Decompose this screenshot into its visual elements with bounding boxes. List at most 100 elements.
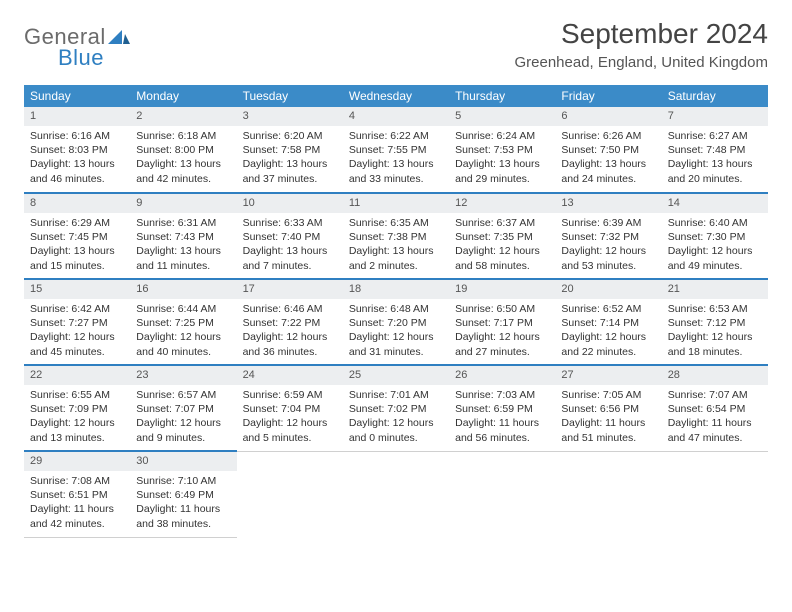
day-number: 25: [343, 366, 449, 385]
day-number: 6: [555, 107, 661, 126]
weekday-header: Thursday: [449, 85, 555, 107]
daylight-line: Daylight: 13 hours and 20 minutes.: [668, 157, 762, 185]
day-number: 24: [237, 366, 343, 385]
sunrise-line: Sunrise: 6:33 AM: [243, 216, 337, 230]
sunset-line: Sunset: 7:48 PM: [668, 143, 762, 157]
logo: General Blue: [24, 24, 130, 77]
day-content: Sunrise: 6:20 AMSunset: 7:58 PMDaylight:…: [237, 126, 343, 190]
day-content: Sunrise: 6:53 AMSunset: 7:12 PMDaylight:…: [662, 299, 768, 363]
sunset-line: Sunset: 7:40 PM: [243, 230, 337, 244]
calendar-day-cell: 10Sunrise: 6:33 AMSunset: 7:40 PMDayligh…: [237, 193, 343, 279]
day-number: 7: [662, 107, 768, 126]
calendar-day-cell: [449, 451, 555, 537]
sunrise-line: Sunrise: 6:57 AM: [136, 388, 230, 402]
daylight-line: Daylight: 13 hours and 2 minutes.: [349, 244, 443, 272]
calendar-day-cell: 7Sunrise: 6:27 AMSunset: 7:48 PMDaylight…: [662, 107, 768, 193]
calendar-day-cell: 1Sunrise: 6:16 AMSunset: 8:03 PMDaylight…: [24, 107, 130, 193]
calendar-day-cell: 30Sunrise: 7:10 AMSunset: 6:49 PMDayligh…: [130, 451, 236, 537]
sunset-line: Sunset: 7:32 PM: [561, 230, 655, 244]
daylight-line: Daylight: 12 hours and 36 minutes.: [243, 330, 337, 358]
day-content: Sunrise: 7:08 AMSunset: 6:51 PMDaylight:…: [24, 471, 130, 535]
day-content: Sunrise: 7:05 AMSunset: 6:56 PMDaylight:…: [555, 385, 661, 449]
sunrise-line: Sunrise: 7:07 AM: [668, 388, 762, 402]
day-content: Sunrise: 6:40 AMSunset: 7:30 PMDaylight:…: [662, 213, 768, 277]
calendar-day-cell: 4Sunrise: 6:22 AMSunset: 7:55 PMDaylight…: [343, 107, 449, 193]
daylight-line: Daylight: 12 hours and 45 minutes.: [30, 330, 124, 358]
day-number: 9: [130, 194, 236, 213]
day-number: 3: [237, 107, 343, 126]
daylight-line: Daylight: 12 hours and 49 minutes.: [668, 244, 762, 272]
sunset-line: Sunset: 7:30 PM: [668, 230, 762, 244]
calendar-day-cell: 14Sunrise: 6:40 AMSunset: 7:30 PMDayligh…: [662, 193, 768, 279]
day-number: 27: [555, 366, 661, 385]
day-number: 21: [662, 280, 768, 299]
sunrise-line: Sunrise: 6:59 AM: [243, 388, 337, 402]
sunrise-line: Sunrise: 6:31 AM: [136, 216, 230, 230]
daylight-line: Daylight: 12 hours and 31 minutes.: [349, 330, 443, 358]
calendar-week-row: 15Sunrise: 6:42 AMSunset: 7:27 PMDayligh…: [24, 279, 768, 365]
sunset-line: Sunset: 7:07 PM: [136, 402, 230, 416]
calendar-day-cell: 21Sunrise: 6:53 AMSunset: 7:12 PMDayligh…: [662, 279, 768, 365]
daylight-line: Daylight: 13 hours and 11 minutes.: [136, 244, 230, 272]
calendar-day-cell: 27Sunrise: 7:05 AMSunset: 6:56 PMDayligh…: [555, 365, 661, 451]
sunrise-line: Sunrise: 6:39 AM: [561, 216, 655, 230]
sunrise-line: Sunrise: 6:26 AM: [561, 129, 655, 143]
sunset-line: Sunset: 6:49 PM: [136, 488, 230, 502]
calendar-day-cell: 23Sunrise: 6:57 AMSunset: 7:07 PMDayligh…: [130, 365, 236, 451]
calendar-table: SundayMondayTuesdayWednesdayThursdayFrid…: [24, 85, 768, 538]
day-number: 15: [24, 280, 130, 299]
sunset-line: Sunset: 7:38 PM: [349, 230, 443, 244]
daylight-line: Daylight: 11 hours and 56 minutes.: [455, 416, 549, 444]
weekday-header: Monday: [130, 85, 236, 107]
day-number: 12: [449, 194, 555, 213]
day-number: 18: [343, 280, 449, 299]
sunset-line: Sunset: 7:35 PM: [455, 230, 549, 244]
sunrise-line: Sunrise: 7:01 AM: [349, 388, 443, 402]
sunrise-line: Sunrise: 6:46 AM: [243, 302, 337, 316]
sunset-line: Sunset: 8:03 PM: [30, 143, 124, 157]
daylight-line: Daylight: 13 hours and 7 minutes.: [243, 244, 337, 272]
weekday-header: Wednesday: [343, 85, 449, 107]
calendar-day-cell: 24Sunrise: 6:59 AMSunset: 7:04 PMDayligh…: [237, 365, 343, 451]
day-number: 8: [24, 194, 130, 213]
day-number: 19: [449, 280, 555, 299]
sunrise-line: Sunrise: 6:20 AM: [243, 129, 337, 143]
sunset-line: Sunset: 7:12 PM: [668, 316, 762, 330]
day-number: 23: [130, 366, 236, 385]
day-number: 22: [24, 366, 130, 385]
calendar-day-cell: 9Sunrise: 6:31 AMSunset: 7:43 PMDaylight…: [130, 193, 236, 279]
logo-sail-icon: [108, 28, 130, 51]
sunset-line: Sunset: 7:20 PM: [349, 316, 443, 330]
sunset-line: Sunset: 7:58 PM: [243, 143, 337, 157]
sunset-line: Sunset: 7:14 PM: [561, 316, 655, 330]
location-text: Greenhead, England, United Kingdom: [514, 54, 768, 71]
day-number: 1: [24, 107, 130, 126]
calendar-day-cell: [237, 451, 343, 537]
calendar-day-cell: 12Sunrise: 6:37 AMSunset: 7:35 PMDayligh…: [449, 193, 555, 279]
day-content: Sunrise: 6:44 AMSunset: 7:25 PMDaylight:…: [130, 299, 236, 363]
day-content: Sunrise: 6:35 AMSunset: 7:38 PMDaylight:…: [343, 213, 449, 277]
day-number: 17: [237, 280, 343, 299]
calendar-week-row: 22Sunrise: 6:55 AMSunset: 7:09 PMDayligh…: [24, 365, 768, 451]
sunset-line: Sunset: 7:02 PM: [349, 402, 443, 416]
day-content: Sunrise: 6:42 AMSunset: 7:27 PMDaylight:…: [24, 299, 130, 363]
daylight-line: Daylight: 12 hours and 27 minutes.: [455, 330, 549, 358]
sunrise-line: Sunrise: 6:44 AM: [136, 302, 230, 316]
sunrise-line: Sunrise: 6:53 AM: [668, 302, 762, 316]
daylight-line: Daylight: 13 hours and 42 minutes.: [136, 157, 230, 185]
calendar-day-cell: 11Sunrise: 6:35 AMSunset: 7:38 PMDayligh…: [343, 193, 449, 279]
daylight-line: Daylight: 13 hours and 15 minutes.: [30, 244, 124, 272]
day-content: Sunrise: 7:07 AMSunset: 6:54 PMDaylight:…: [662, 385, 768, 449]
day-number: 20: [555, 280, 661, 299]
sunrise-line: Sunrise: 6:16 AM: [30, 129, 124, 143]
sunrise-line: Sunrise: 7:10 AM: [136, 474, 230, 488]
calendar-week-row: 8Sunrise: 6:29 AMSunset: 7:45 PMDaylight…: [24, 193, 768, 279]
weekday-header: Friday: [555, 85, 661, 107]
weekday-header: Sunday: [24, 85, 130, 107]
daylight-line: Daylight: 12 hours and 22 minutes.: [561, 330, 655, 358]
calendar-day-cell: 19Sunrise: 6:50 AMSunset: 7:17 PMDayligh…: [449, 279, 555, 365]
calendar-day-cell: 15Sunrise: 6:42 AMSunset: 7:27 PMDayligh…: [24, 279, 130, 365]
sunrise-line: Sunrise: 6:50 AM: [455, 302, 549, 316]
calendar-day-cell: [555, 451, 661, 537]
calendar-day-cell: 3Sunrise: 6:20 AMSunset: 7:58 PMDaylight…: [237, 107, 343, 193]
